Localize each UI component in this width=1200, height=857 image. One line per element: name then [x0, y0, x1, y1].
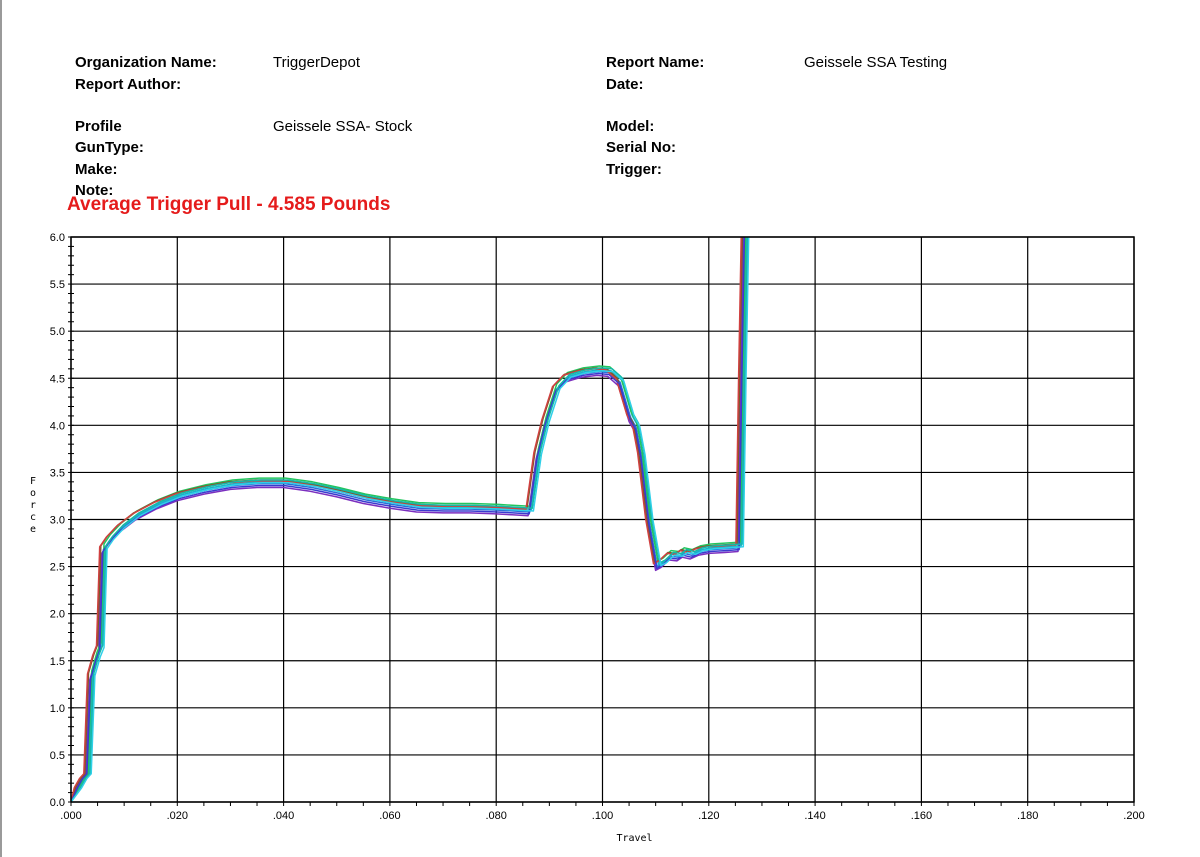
y-tick-label: 3.5 — [50, 467, 65, 479]
note-label: Note: — [75, 182, 114, 199]
profile-label: Profile — [75, 118, 122, 135]
chart-labels: .000 .020 .040 .060 .080 .100 .120 .140 .160 .180… — [30, 232, 1145, 844]
y-tick-label: 1.5 — [50, 656, 65, 668]
page-edge — [0, 0, 2, 857]
make-label: Make: — [75, 161, 118, 178]
y-tick-label: 0.5 — [50, 750, 65, 762]
guntype-label: GunType: — [75, 139, 144, 156]
organization-name-value: TriggerDepot — [273, 54, 360, 71]
x-tick-label: .060 — [379, 810, 400, 822]
date-label: Date: — [606, 76, 644, 93]
x-tick-label: .040 — [273, 810, 294, 822]
serial-no-label: Serial No: — [606, 139, 677, 156]
series-line — [70, 236, 747, 803]
y-tick-label: 5.5 — [50, 279, 65, 291]
profile-value: Geissele SSA- Stock — [273, 118, 413, 135]
y-tick-label: 5.0 — [50, 326, 65, 338]
trigger-label: Trigger: — [606, 161, 662, 178]
report-name-label: Report Name: — [606, 54, 705, 71]
series-line — [70, 236, 749, 803]
chart-ticks — [68, 236, 1135, 806]
y-tick-label: 6.0 — [50, 232, 65, 244]
x-tick-label: .200 — [1123, 810, 1144, 822]
series-line — [70, 236, 746, 803]
organization-name-label: Organization Name: — [75, 54, 217, 71]
y-tick-label: 4.0 — [50, 420, 65, 432]
y-tick-label: 2.5 — [50, 562, 65, 574]
chart-grid — [70, 236, 1135, 803]
x-tick-label: .140 — [804, 810, 825, 822]
x-tick-label: .080 — [485, 810, 506, 822]
report-name-value: Geissele SSA Testing — [804, 54, 948, 71]
chart-series — [70, 236, 750, 803]
x-tick-label: .100 — [592, 810, 613, 822]
x-tick-label: .020 — [167, 810, 188, 822]
x-tick-label: .000 — [60, 810, 81, 822]
y-tick-label: 2.0 — [50, 609, 65, 621]
y-tick-label: 4.5 — [50, 373, 65, 385]
y-tick-label: 3.0 — [50, 515, 65, 527]
plot-frame — [70, 236, 1135, 803]
model-label: Model: — [606, 118, 655, 135]
y-tick-label: 1.0 — [50, 703, 65, 715]
average-trigger-pull-title: Average Trigger Pull - 4.585 Pounds — [67, 194, 391, 215]
x-axis-title: Travel — [616, 833, 652, 844]
x-tick-label: .180 — [1017, 810, 1038, 822]
x-tick-label: .120 — [698, 810, 719, 822]
series-line — [70, 236, 750, 803]
x-tick-label: .160 — [911, 810, 932, 822]
y-tick-label: 0.0 — [50, 797, 65, 809]
report-author-label: Report Author: — [75, 76, 182, 93]
